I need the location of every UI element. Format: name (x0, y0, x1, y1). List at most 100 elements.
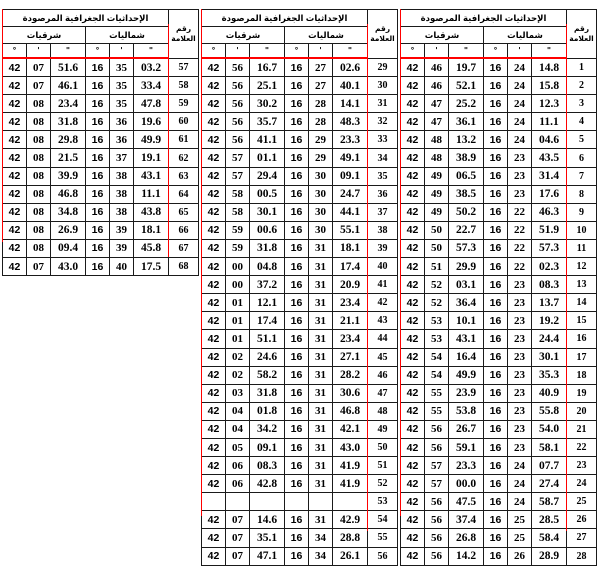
cell-north-minutes: 29 (308, 130, 333, 150)
cell-mark-number: 48 (367, 401, 398, 421)
cell-north-seconds: 35.3 (531, 365, 567, 385)
table-row: 6 43.5 23 16 38.9 48 42 (400, 148, 597, 168)
cell-north-degrees: 16 (483, 275, 508, 295)
cell-north-minutes: 23 (507, 275, 532, 295)
cell-north-minutes (308, 492, 333, 512)
cell-east-degrees: 42 (2, 76, 27, 96)
cell-north-seconds: 40.1 (332, 76, 368, 96)
cell-mark-number: 58 (168, 76, 199, 96)
cell-north-degrees: 16 (85, 130, 110, 150)
cell-east-minutes: 49 (424, 166, 449, 186)
cell-north-degrees: 16 (483, 220, 508, 240)
table-row: 2 15.8 24 16 52.1 46 42 (400, 76, 597, 96)
cell-east-degrees: 42 (201, 184, 226, 204)
cell-mark-number: 33 (367, 130, 398, 150)
cell-east-seconds: 30.2 (249, 94, 285, 114)
cell-north-degrees: 16 (284, 419, 309, 439)
cell-north-minutes: 35 (109, 94, 134, 114)
cell-east-degrees: 42 (2, 238, 27, 259)
cell-east-degrees: 42 (201, 202, 226, 222)
cell-north-minutes: 31 (308, 275, 333, 295)
cell-east-seconds: 14.2 (448, 546, 484, 566)
cell-east-seconds: 00.6 (249, 220, 285, 240)
cell-north-minutes: 22 (507, 238, 532, 259)
cell-east-minutes: 59 (225, 220, 250, 240)
cell-east-seconds: 26.9 (50, 220, 86, 240)
cell-mark-number: 22 (566, 437, 597, 458)
cell-north-seconds: 43.0 (332, 437, 368, 458)
cell-east-degrees: 42 (400, 419, 425, 439)
table-row: 35 09.1 30 16 29.4 57 42 (201, 166, 398, 186)
header-sym-east-degree: ° (2, 43, 27, 59)
cell-east-degrees: 42 (201, 383, 226, 403)
cell-north-seconds: 28.8 (332, 528, 368, 548)
cell-north-seconds: 04.6 (531, 130, 567, 150)
cell-east-degrees: 42 (400, 329, 425, 349)
cell-mark-number: 45 (367, 347, 398, 367)
cell-north-minutes: 23 (507, 347, 532, 367)
cell-east-minutes: 00 (225, 257, 250, 277)
cell-east-degrees: 42 (400, 474, 425, 494)
cell-east-degrees (201, 492, 226, 512)
cell-east-seconds: 52.1 (448, 76, 484, 96)
cell-north-minutes: 24 (507, 112, 532, 132)
cell-north-degrees: 16 (483, 76, 508, 96)
cell-east-seconds: 19.7 (448, 57, 484, 78)
cell-east-seconds: 31.8 (249, 238, 285, 259)
cell-east-minutes: 59 (225, 238, 250, 259)
cell-east-degrees: 42 (201, 329, 226, 349)
cell-north-minutes: 31 (308, 401, 333, 421)
cell-east-seconds: 29.9 (448, 257, 484, 277)
cell-north-minutes: 31 (308, 293, 333, 313)
cell-east-degrees: 42 (400, 57, 425, 78)
cell-north-seconds: 42.9 (332, 510, 368, 530)
cell-north-minutes: 35 (109, 57, 134, 78)
table-row: 34 49.1 29 16 01.1 57 42 (201, 148, 398, 168)
header-mark-number: رقم العلامة (168, 9, 199, 59)
cell-mark-number: 21 (566, 419, 597, 439)
cell-north-degrees: 16 (85, 148, 110, 168)
cell-mark-number: 8 (566, 184, 597, 204)
cell-north-minutes: 23 (507, 184, 532, 204)
cell-north-minutes: 34 (308, 528, 333, 548)
cell-north-degrees: 16 (483, 546, 508, 566)
cell-north-minutes: 23 (507, 419, 532, 439)
cell-east-seconds: 46.1 (50, 76, 86, 96)
cell-north-degrees: 16 (284, 130, 309, 150)
cell-north-minutes: 30 (308, 184, 333, 204)
cell-east-seconds: 47.5 (448, 492, 484, 512)
cell-east-seconds: 47.1 (249, 546, 285, 566)
cell-north-degrees: 16 (284, 401, 309, 421)
cell-north-minutes: 28 (308, 112, 333, 132)
cell-north-degrees: 16 (483, 437, 508, 458)
cell-north-minutes: 23 (507, 293, 532, 313)
header-group-north: شماليات (284, 26, 368, 44)
table-row: 47 30.6 31 16 31.8 03 42 (201, 383, 398, 403)
cell-east-seconds: 35.7 (249, 112, 285, 132)
cell-east-minutes: 07 (225, 510, 250, 530)
table-row: 42 23.4 31 16 12.1 01 42 (201, 293, 398, 313)
cell-east-seconds: 53.8 (448, 401, 484, 421)
cell-east-minutes: 02 (225, 365, 250, 385)
cell-east-degrees: 42 (400, 148, 425, 168)
cell-east-degrees: 42 (2, 57, 27, 78)
cell-east-minutes: 07 (225, 546, 250, 566)
cell-north-degrees: 16 (85, 184, 110, 204)
cell-east-minutes: 01 (225, 329, 250, 349)
table-row: 29 02.6 27 16 16.7 56 42 (201, 57, 398, 78)
cell-mark-number: 2 (566, 76, 597, 96)
table-row: 56 26.1 34 16 47.1 07 42 (201, 546, 398, 566)
cell-east-seconds: 38.9 (448, 148, 484, 168)
cell-mark-number: 41 (367, 275, 398, 295)
cell-north-seconds: 17.5 (133, 257, 169, 277)
cell-east-seconds: 26.8 (448, 528, 484, 548)
cell-east-minutes: 56 (225, 112, 250, 132)
cell-east-minutes: 06 (225, 474, 250, 494)
cell-east-seconds: 58.2 (249, 365, 285, 385)
table-row: 48 46.8 31 16 01.8 04 42 (201, 401, 398, 421)
table-row: 1 14.8 24 16 19.7 46 42 (400, 57, 597, 78)
cell-east-degrees: 42 (400, 76, 425, 96)
cell-mark-number: 36 (367, 184, 398, 204)
cell-east-minutes: 08 (26, 184, 51, 204)
cell-north-seconds: 40.9 (531, 383, 567, 403)
